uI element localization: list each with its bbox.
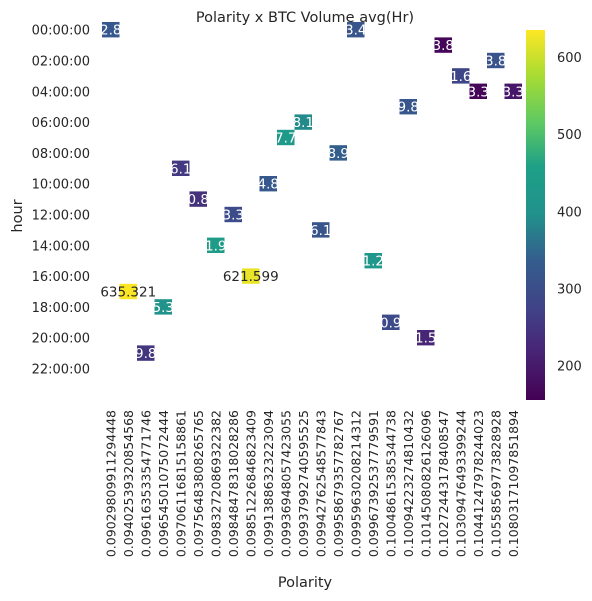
- heatmap-cell: [329, 145, 347, 161]
- cell-value-label: 4.8: [258, 177, 279, 193]
- chart-title: Polarity x BTC Volume avg(Hr): [196, 10, 414, 26]
- cell-value-label: 7.7: [275, 131, 296, 147]
- y-tick-label: 22:00:00: [32, 363, 90, 378]
- heatmap-cell: [119, 283, 137, 300]
- y-axis-ticks: 00:00:00 02:00:00 04:00:00 06:00:00 08:00:00…: [32, 24, 90, 378]
- y-tick-label: 10:00:00: [32, 178, 90, 193]
- x-tick-label: 0.09616353354771746: [138, 410, 153, 557]
- cell-value-label: 9.8: [398, 100, 419, 116]
- y-tick-label: 02:00:00: [32, 55, 90, 70]
- cell-value-label: 5.3: [153, 300, 174, 316]
- x-tick-label: 0.10441247978244023: [471, 410, 486, 557]
- heatmap-cell: [277, 129, 295, 146]
- cell-value-label: 3.8: [485, 54, 506, 70]
- x-tick-label: 0.09848478318028286: [226, 410, 241, 557]
- heatmap-cell: [504, 83, 522, 99]
- x-tick-label: 0.09654501075072444: [156, 410, 171, 557]
- x-tick-label: 0.10272443178408547: [436, 410, 451, 557]
- y-tick-label: 00:00:00: [32, 24, 90, 39]
- cell-value-label: 0.9: [380, 315, 401, 331]
- heatmap-cell: [259, 176, 277, 192]
- cell-value-label: 3.3: [468, 84, 489, 100]
- x-tick-label: 0.09029809911294448: [103, 410, 118, 557]
- x-tick-label: 0.10048615385344738: [383, 410, 398, 557]
- x-tick-label: 0.09937992740595525: [296, 410, 311, 557]
- colorbar-tick-label: 600: [557, 51, 582, 66]
- x-axis-label: Polarity: [278, 575, 333, 591]
- x-tick-label: 0.09936948057423055: [278, 410, 293, 557]
- heatmap-cell: [294, 114, 312, 130]
- cell-value-label: 8.9: [328, 146, 349, 162]
- heatmap-cell: [469, 83, 487, 99]
- cell-value-label: 1.9: [205, 238, 226, 254]
- heatmap-cell: [487, 52, 505, 69]
- heatmap-cell: [102, 22, 120, 38]
- colorbar-tick-label: 500: [557, 128, 582, 143]
- heatmap-cell: [224, 206, 242, 223]
- x-tick-label: 0.09402539320854568: [121, 410, 136, 557]
- colorbar-ticks: 200 300 400 500 600: [557, 51, 582, 374]
- heatmap-cell: [242, 268, 260, 284]
- y-tick-label: 06:00:00: [32, 116, 90, 131]
- y-tick-label: 18:00:00: [32, 301, 90, 316]
- cell-value-label: 1.6: [450, 69, 471, 85]
- heatmap-cell: [347, 22, 365, 38]
- x-axis-ticks: 0.09029809911294448 0.09402539320854568 0.…: [103, 410, 521, 557]
- x-tick-label: 0.09959630208214312: [348, 410, 363, 557]
- heatmap-cells: [102, 22, 522, 361]
- x-tick-label: 0.09967392537779591: [366, 410, 381, 557]
- y-axis-label: hour: [10, 199, 26, 232]
- x-tick-label: 0.10094223274810432: [401, 410, 416, 557]
- heatmap-cell: [154, 299, 172, 315]
- heatmap-cell-labels: 2.8 3.43.83.81.63.33.39.88.17.78.96.14.80…: [100, 23, 524, 362]
- cell-value-label: 0.8: [188, 192, 209, 208]
- cell-value-label: 1.5: [415, 331, 436, 347]
- heatmap-cell: [364, 253, 382, 269]
- x-tick-label: 0.10558569773828928: [488, 410, 503, 557]
- heatmap-cell: [417, 330, 435, 346]
- cell-value-label: 9.8: [135, 346, 156, 362]
- heatmap-cell: [382, 314, 400, 330]
- heatmap-cell: [399, 99, 417, 115]
- cell-value-label: 6.1: [310, 223, 331, 239]
- cell-value-label: 6.1: [170, 161, 191, 177]
- x-tick-label: 0.09832720869322382: [208, 410, 223, 557]
- cell-value-label: 1.2: [363, 254, 384, 270]
- colorbar-tick-label: 400: [557, 205, 582, 220]
- x-tick-label: 0.09756483808265765: [191, 410, 206, 557]
- cell-value-label: 3.4: [345, 23, 366, 39]
- heatmap-cell: [137, 345, 155, 361]
- heatmap-cell: [207, 237, 225, 253]
- heatmap-cell: [312, 222, 330, 238]
- heatmap-cell: [189, 191, 207, 207]
- cell-value-label: 8.1: [293, 115, 314, 131]
- y-tick-label: 12:00:00: [32, 209, 90, 224]
- x-tick-label: 0.09913886323223094: [261, 410, 276, 557]
- cell-value-label: 635.321: [100, 285, 156, 301]
- x-tick-label: 0.10803171097851894: [506, 410, 521, 557]
- heatmap-cell: [434, 37, 452, 53]
- x-tick-label: 0.10145080826126096: [418, 410, 433, 557]
- colorbar: [526, 30, 545, 400]
- x-tick-label: 0.09706116815158861: [173, 410, 188, 557]
- y-tick-label: 08:00:00: [32, 147, 90, 162]
- cell-value-label: 2.8: [100, 23, 121, 39]
- y-tick-label: 16:00:00: [32, 270, 90, 285]
- y-tick-label: 14:00:00: [32, 239, 90, 254]
- cell-value-label: 3.8: [433, 38, 454, 54]
- x-tick-label: 0.10309476493399244: [453, 410, 468, 557]
- heatmap-cell: [172, 160, 190, 176]
- cell-value-label: 621.599: [223, 269, 279, 285]
- x-tick-label: 0.09851226846823409: [243, 410, 258, 557]
- y-tick-label: 04:00:00: [32, 85, 90, 100]
- x-tick-label: 0.09942762548577843: [313, 410, 328, 557]
- x-tick-label: 0.09958679357782767: [331, 410, 346, 557]
- heatmap-cell: [452, 68, 470, 84]
- y-tick-label: 20:00:00: [32, 332, 90, 347]
- cell-value-label: 3.3: [223, 208, 244, 224]
- colorbar-tick-label: 300: [557, 282, 582, 297]
- cell-value-label: 3.3: [503, 84, 524, 100]
- colorbar-tick-label: 200: [557, 359, 582, 374]
